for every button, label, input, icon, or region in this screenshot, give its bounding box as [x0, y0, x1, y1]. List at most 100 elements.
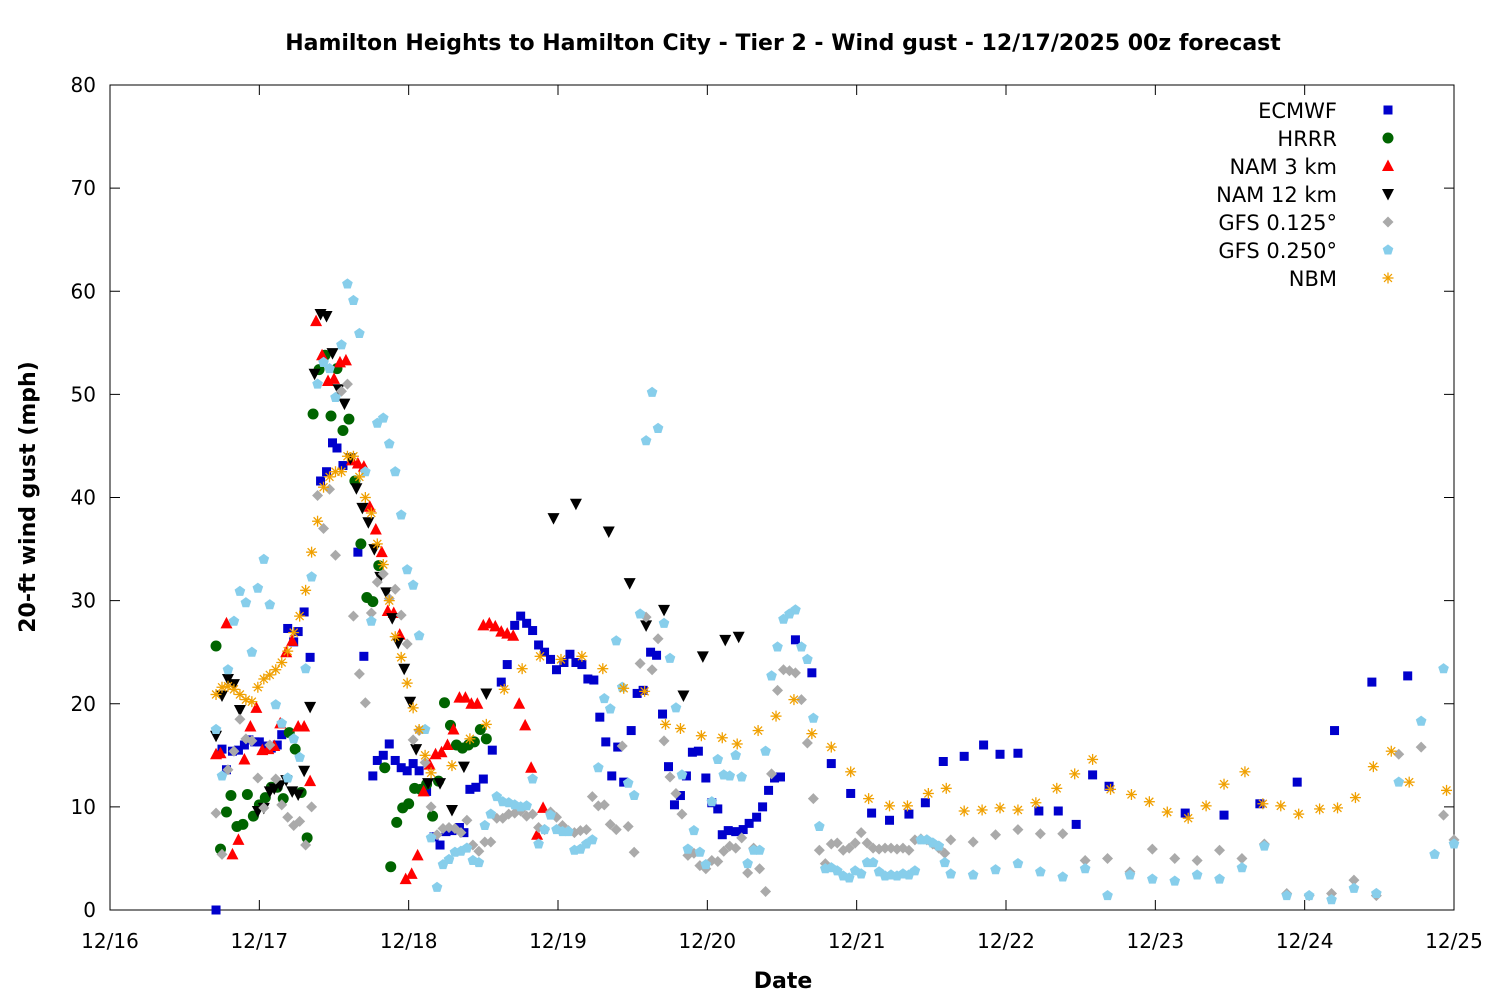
point-gfs-0-250 — [604, 703, 616, 714]
point-nbm — [1441, 784, 1453, 796]
point-gfs-0-125 — [294, 815, 306, 827]
point-nam-3-km — [250, 701, 263, 713]
point-gfs-0-250 — [246, 646, 258, 657]
point-nbm — [731, 738, 743, 750]
point-ecmwf — [454, 823, 464, 832]
point-ecmwf — [1330, 726, 1340, 736]
point-ecmwf — [904, 809, 914, 819]
series-nam-12-km — [210, 308, 745, 818]
point-gfs-0-125 — [1169, 852, 1181, 864]
point-gfs-0-250 — [909, 865, 921, 876]
point-gfs-0-125 — [335, 385, 347, 397]
point-ecmwf — [408, 759, 418, 769]
point-gfs-0-250 — [336, 339, 347, 350]
point-ecmwf — [516, 611, 526, 621]
y-tick-label: 0 — [83, 898, 96, 922]
point-nbm — [246, 696, 258, 708]
chart-title: Hamilton Heights to Hamilton City - Tier… — [285, 31, 1281, 56]
point-gfs-0-250 — [473, 856, 485, 868]
point-nam-12-km — [380, 587, 393, 599]
point-gfs-0-250 — [545, 809, 556, 820]
point-gfs-0-125 — [228, 745, 240, 757]
point-ecmwf — [583, 674, 593, 684]
point-gfs-0-125 — [222, 764, 234, 776]
point-gfs-0-125 — [1102, 852, 1114, 864]
point-ecmwf — [687, 747, 697, 757]
point-hrrr — [367, 596, 379, 608]
point-gfs-0-125 — [1146, 843, 1158, 855]
point-nam-3-km — [244, 719, 257, 732]
point-gfs-0-250 — [730, 749, 742, 760]
point-nam-12-km — [696, 651, 709, 663]
point-gfs-0-250 — [1012, 857, 1024, 869]
point-gfs-0-125 — [622, 820, 634, 832]
point-hrrr — [325, 410, 337, 422]
point-ecmwf — [758, 802, 768, 812]
point-ecmwf — [368, 771, 378, 781]
point-ecmwf — [211, 905, 221, 915]
point-nbm — [825, 741, 837, 753]
point-gfs-0-250 — [258, 553, 270, 564]
point-gfs-0-125 — [252, 772, 264, 784]
point-gfs-0-125 — [473, 845, 485, 857]
point-gfs-0-125 — [389, 583, 401, 595]
point-nam-3-km — [351, 456, 364, 469]
legend-marker-nbm — [1382, 272, 1394, 284]
point-gfs-0-250 — [270, 699, 282, 710]
point-gfs-0-125 — [300, 839, 312, 851]
point-gfs-0-250 — [312, 378, 323, 389]
x-tick-label: 12/19 — [529, 929, 587, 953]
point-gfs-0-125 — [1057, 828, 1069, 840]
point-gfs-0-250 — [1348, 882, 1360, 893]
point-nbm — [788, 694, 800, 706]
point-gfs-0-250 — [1393, 776, 1405, 787]
point-ecmwf — [1071, 819, 1081, 829]
point-nbm — [1051, 782, 1063, 794]
point-ecmwf — [359, 651, 369, 661]
point-gfs-0-125 — [246, 735, 258, 747]
point-gfs-0-125 — [461, 814, 473, 826]
point-gfs-0-125 — [1034, 828, 1046, 840]
point-nam-3-km — [459, 691, 472, 703]
point-nbm — [1314, 803, 1326, 815]
point-gfs-0-125 — [1438, 809, 1450, 821]
point-gfs-0-125 — [401, 638, 413, 650]
point-ecmwf — [478, 774, 488, 784]
legend-label-ecmwf: ECMWF — [1258, 99, 1337, 123]
point-ecmwf — [353, 547, 363, 557]
point-gfs-0-250 — [967, 869, 979, 880]
point-nbm — [282, 645, 294, 657]
point-ecmwf — [316, 476, 326, 486]
legend-marker-nam-12-km — [1382, 189, 1394, 201]
point-gfs-0-250 — [342, 278, 353, 289]
point-gfs-0-250 — [634, 608, 646, 619]
point-gfs-0-250 — [282, 772, 294, 783]
point-gfs-0-125 — [861, 837, 873, 849]
legend-label-nbm: NBM — [1289, 267, 1337, 291]
point-nam-12-km — [268, 783, 281, 795]
legend-marker-gfs-0-125 — [1382, 216, 1394, 228]
point-ecmwf — [681, 771, 691, 781]
point-gfs-0-125 — [879, 842, 891, 854]
point-gfs-0-250 — [628, 789, 640, 801]
point-ecmwf — [658, 709, 668, 719]
point-ecmwf — [764, 785, 774, 795]
point-nam-12-km — [308, 368, 321, 381]
point-gfs-0-250 — [1448, 838, 1460, 849]
point-gfs-0-250 — [742, 857, 753, 869]
point-gfs-0-125 — [652, 633, 664, 645]
point-gfs-0-250 — [712, 753, 724, 764]
point-nbm — [639, 685, 651, 697]
legend-label-nam-12-km: NAM 12 km — [1216, 183, 1337, 207]
point-nam-12-km — [216, 690, 228, 702]
point-gfs-0-250 — [990, 864, 1001, 875]
point-ecmwf — [589, 675, 599, 685]
point-ecmwf — [233, 745, 243, 755]
point-ecmwf — [744, 818, 754, 828]
point-nam-12-km — [457, 761, 470, 774]
point-ecmwf — [1088, 770, 1098, 780]
point-gfs-0-250 — [676, 769, 688, 780]
point-ecmwf — [378, 750, 388, 760]
point-ecmwf — [607, 771, 617, 781]
